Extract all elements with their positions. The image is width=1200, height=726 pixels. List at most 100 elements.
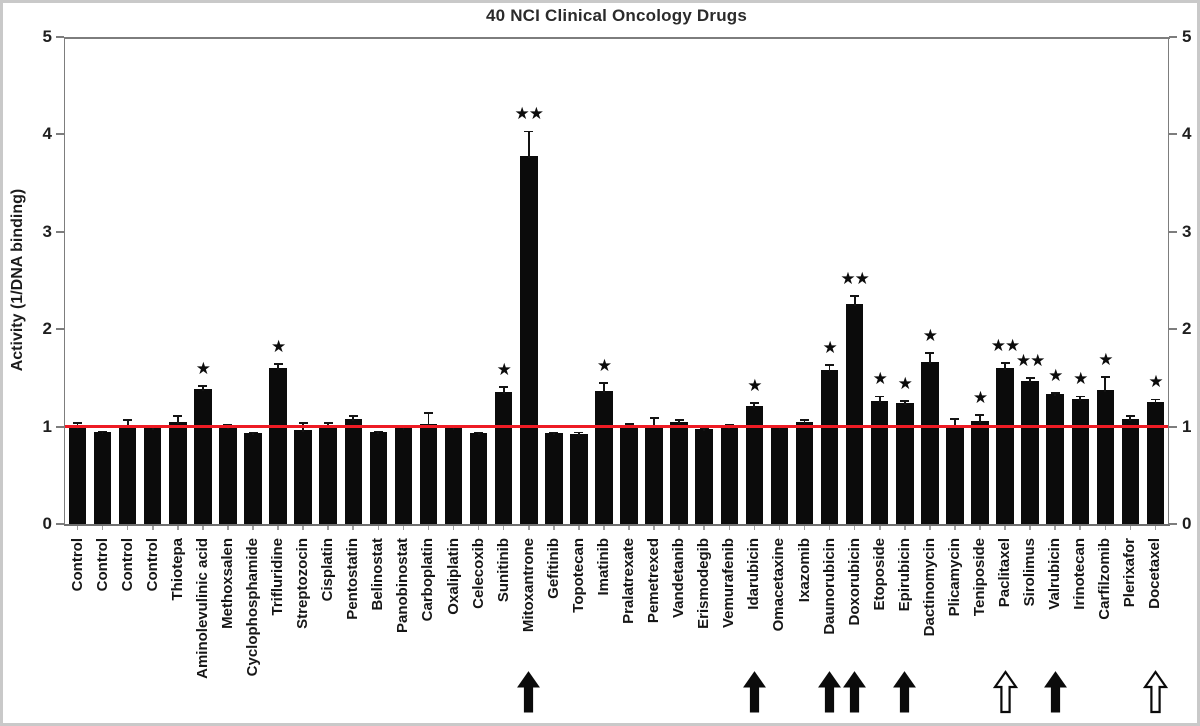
error-bar [653,417,655,427]
x-tick-label: Vemurafenib [720,538,738,629]
bar [68,426,87,524]
error-bar [903,401,906,406]
error-bar-cap [950,418,960,420]
x-tick [1004,526,1006,530]
error-bar-cap [423,412,433,414]
x-axis [63,524,1170,526]
bar [394,427,413,524]
y-tick-label-right: 3 [1182,221,1192,241]
x-tick-label: Trifluridine [269,538,287,616]
error-bar [928,352,931,365]
x-tick [954,526,956,530]
bar [570,434,588,524]
error-bar-cap [348,415,358,417]
x-tick-label: Carboplatin [419,538,437,622]
x-tick [1079,526,1082,530]
x-tick-label: Sunitinib [494,538,512,603]
x-tick [502,526,505,530]
y-tick-label-left: 2 [42,319,52,339]
x-tick [1054,526,1056,530]
filled-up-arrow-icon [742,671,766,713]
significance-marker: ★ [922,325,938,346]
x-tick [1129,526,1132,530]
x-tick [527,526,530,530]
x-tick [853,526,856,530]
x-tick [929,526,931,530]
significance-marker: ★ [822,338,837,359]
filled-up-arrow-icon [893,671,917,713]
error-bar-cap [373,430,383,433]
x-tick-label: Erismodegib [695,538,713,629]
error-bar-cap [549,431,559,434]
y-tick-label-right: 1 [1182,416,1192,436]
error-bar [126,419,129,428]
x-tick [327,526,329,530]
error-bar [101,431,104,435]
x-tick [753,526,756,530]
x-tick [878,526,881,530]
significance-marker: ★ [270,337,286,358]
plot-top-border [63,37,1170,39]
x-tick-label: Control [93,538,111,592]
x-tick-label: Gefitinib [544,538,562,599]
bar [244,433,262,524]
error-bar [803,419,806,424]
error-bar-cap [624,422,634,425]
x-tick-label: Cyclophosphamide [244,538,261,677]
error-bar [176,415,179,424]
error-bar [828,365,831,373]
error-bar [1129,415,1132,421]
x-tick-label: Topotecan [569,538,587,613]
x-tick-label: Control [118,538,136,592]
significance-marker: ★ [1098,349,1113,370]
error-bar-cap [674,418,684,421]
x-tick [1104,526,1107,530]
x-tick [728,526,731,530]
x-tick-label: Plicamycin [945,538,963,617]
y-tick-left [56,230,64,233]
significance-marker: ★ [972,387,988,408]
bar [1096,389,1115,524]
error-bar [703,427,706,431]
bar [695,428,713,524]
x-tick-label: Plerixafor [1121,538,1139,608]
x-tick-label: Methoxsalen [218,538,236,629]
error-bar [377,431,380,435]
error-bar-cap [223,423,233,426]
error-bar [1029,377,1032,383]
y-tick-right [1169,230,1177,233]
x-tick-label: Streptozocin [294,538,312,629]
bar [1046,394,1064,524]
x-tick [603,526,605,530]
bar [820,370,839,524]
significance-marker: ★ [1048,365,1063,386]
error-bar-cap [574,431,584,434]
x-tick-label: Cisplatin [319,538,337,602]
y-tick-left [56,328,64,331]
x-tick-label: Irinotecan [1071,538,1089,610]
bar [444,427,463,524]
error-bar-cap [649,417,659,419]
x-tick [979,526,981,530]
error-bar-cap [825,364,835,367]
error-bar-cap [173,415,183,417]
x-tick-label: Vandetanib [670,538,688,619]
error-bar [252,432,254,436]
error-bar [1004,363,1006,371]
error-bar-cap [198,384,208,387]
error-bar-cap [749,402,759,405]
x-tick [578,526,580,530]
significance-marker: ★ [747,376,762,397]
y-tick-label-left: 5 [42,27,52,46]
bar [219,426,237,524]
bar [870,401,889,524]
bar [369,432,388,524]
significance-marker: ★ [872,369,888,390]
bar [720,426,739,524]
error-bar [552,432,555,436]
x-tick [628,526,630,530]
x-tick-label: Imatinib [594,538,612,596]
reference-line [65,425,1168,429]
error-bar-cap [1100,376,1110,378]
significance-marker: ★ [1148,372,1163,393]
